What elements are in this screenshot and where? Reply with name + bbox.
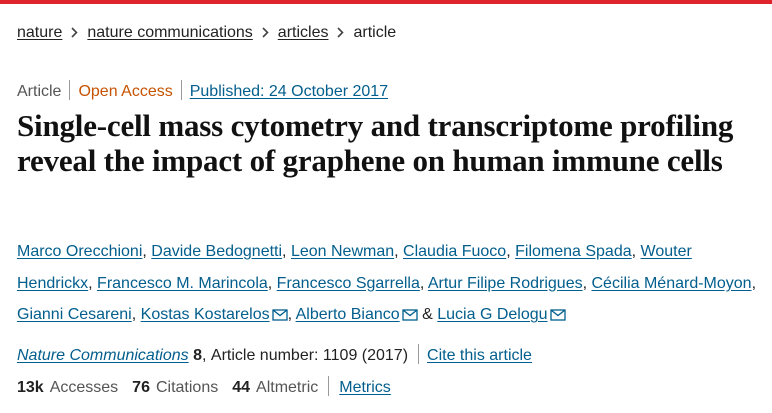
author-link[interactable]: Filomena Spada [515, 243, 632, 260]
journal-link[interactable]: Nature Communications [17, 347, 189, 364]
author-separator: , [582, 274, 588, 292]
separator: , [201, 347, 207, 364]
author-separator: , [394, 243, 399, 260]
brand-bar [0, 0, 772, 4]
author: Alberto Bianco [296, 306, 418, 323]
divider [418, 344, 420, 364]
author-link[interactable]: Gianni Cesareni [17, 306, 132, 323]
chevron [337, 27, 345, 38]
author-link[interactable]: Wouter Hendrickx [17, 243, 692, 292]
author-link[interactable]: Lucia G Delogu [437, 306, 548, 323]
citations-value: 76 [132, 379, 150, 396]
email-icon[interactable] [271, 309, 288, 321]
author-separator: , [506, 243, 511, 260]
published-date[interactable]: Published: 24 October 2017 [189, 83, 389, 100]
divider [69, 80, 71, 100]
citation: Nature Communications 8, Article number:… [17, 344, 532, 365]
citations-label: Citations [155, 379, 219, 396]
article-meta: Article Open Access Published: 24 October … [17, 80, 388, 101]
open-access: Open Access [78, 83, 173, 100]
author-separator: , [131, 306, 137, 323]
author-link[interactable]: Leon Newman [290, 243, 395, 260]
article-type: Article [17, 83, 62, 100]
author-link[interactable]: Alberto Bianco [295, 306, 400, 323]
author-link[interactable]: Marco Orecchioni [17, 243, 143, 260]
author-list: Marco Orecchioni, Davide Bedognetti, Leo… [17, 236, 762, 331]
altmetric-label: Altmetric [256, 379, 319, 396]
author-separator: , [282, 243, 287, 260]
author-separator: , [287, 306, 293, 323]
author: Kostas Kostarelos, [141, 306, 292, 323]
author-link[interactable]: Kostas Kostarelos [140, 306, 270, 323]
metrics: 13k Accesses 76 Citations 44 Altmetric Metrics [17, 376, 391, 397]
email-icon[interactable] [549, 309, 566, 321]
author-separator: , [88, 274, 93, 292]
article-title: Single-cell mass cytometry and transcrip… [17, 108, 734, 178]
author: Cécilia Ménard-Moyon, [592, 275, 757, 292]
altmetric-value: 44 [232, 379, 251, 396]
author: Francesco M. Marincola, [97, 275, 272, 292]
author-link[interactable]: Davide Bedognetti [151, 243, 283, 260]
author-separator: , [631, 243, 637, 260]
author-link[interactable]: Francesco M. Marincola [97, 274, 268, 292]
author-link[interactable]: Artur Filipe Rodrigues [427, 274, 583, 292]
author-conjunction: & [422, 306, 433, 323]
author-separator: , [751, 274, 757, 292]
author-link[interactable]: Cécilia Ménard-Moyon [591, 274, 752, 292]
author-separator: , [142, 243, 147, 260]
accesses-value: 13k [17, 379, 44, 396]
cite-link[interactable]: Cite this article [427, 347, 532, 364]
author-separator: , [267, 274, 273, 292]
accesses-label: Accesses [49, 379, 119, 396]
divider [328, 376, 330, 396]
author: Lucia G Delogu [437, 306, 566, 323]
metrics-link[interactable]: Metrics [339, 379, 391, 396]
volume: 8 [193, 347, 202, 364]
author: Artur Filipe Rodrigues, [428, 275, 587, 292]
article-number: Article number: 1109 (2017) [210, 347, 409, 364]
chevron [262, 27, 269, 38]
chevron [71, 27, 79, 38]
author: Marco Orecchioni, [17, 243, 147, 260]
author: Gianni Cesareni, [17, 306, 136, 323]
breadcrumbs: nature nature communications articles artic… [17, 24, 396, 42]
email-icon[interactable] [402, 309, 418, 321]
breadcrumb-current: article [353, 24, 397, 41]
author: Filomena Spada, [515, 243, 636, 260]
author-separator: , [419, 274, 425, 292]
breadcrumb-link[interactable]: articles [277, 24, 329, 41]
author: Davide Bedognetti, [151, 243, 286, 260]
author: Leon Newman, [291, 243, 399, 260]
author-link[interactable]: Francesco Sgarrella [276, 274, 420, 292]
author: Claudia Fuoco, [403, 243, 511, 260]
author: Wouter Hendrickx, [17, 243, 692, 292]
breadcrumb-link[interactable]: nature [17, 24, 63, 41]
author-link[interactable]: Claudia Fuoco [403, 243, 507, 260]
breadcrumb-link[interactable]: nature communications [87, 24, 253, 41]
divider [180, 80, 182, 100]
author: Francesco Sgarrella, [277, 275, 425, 292]
